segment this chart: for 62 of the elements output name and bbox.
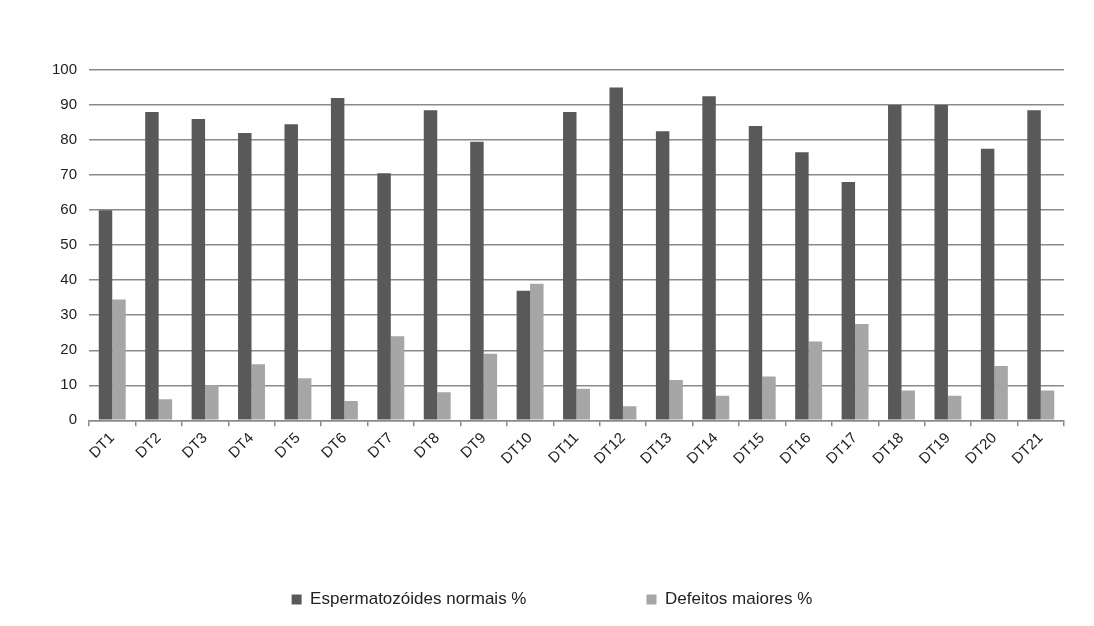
bar <box>795 152 809 420</box>
bar <box>655 131 670 420</box>
bar <box>1027 110 1041 420</box>
bar <box>841 182 856 420</box>
y-tick-label: 70 <box>60 165 78 183</box>
x-tick-label: DT1 <box>85 428 118 461</box>
bar <box>344 401 358 420</box>
bar <box>576 388 590 420</box>
legend-label: Espermatozóides normais % <box>310 589 527 609</box>
y-tick-label: 40 <box>60 270 78 288</box>
bar <box>377 173 391 420</box>
bar <box>205 385 219 420</box>
x-tick-label: DT8 <box>410 428 443 461</box>
y-tick-label: 90 <box>60 95 78 113</box>
bar <box>191 119 206 420</box>
bar <box>423 110 438 420</box>
y-tick-label: 30 <box>60 305 78 323</box>
bar <box>297 378 312 420</box>
y-tick-label: 60 <box>60 200 78 218</box>
x-tick-label: DT3 <box>178 428 211 461</box>
y-tick-label: 50 <box>60 235 78 253</box>
x-tick-label: DT9 <box>456 428 489 461</box>
bar <box>609 87 623 420</box>
bar <box>470 141 484 420</box>
bar <box>994 366 1008 420</box>
bar <box>855 323 869 420</box>
bar <box>530 283 544 420</box>
bar <box>437 392 451 420</box>
bar <box>483 353 498 420</box>
bar <box>563 112 577 420</box>
bar <box>330 98 345 420</box>
bar <box>808 341 823 420</box>
bar <box>238 133 252 420</box>
bar <box>748 126 763 420</box>
bar <box>947 395 962 420</box>
legend-label: Defeitos maiores % <box>664 589 813 609</box>
y-tick-label: 100 <box>52 60 78 78</box>
bar <box>98 210 113 420</box>
bar <box>1040 390 1055 420</box>
y-tick-label: 10 <box>60 375 78 393</box>
bar <box>145 112 159 420</box>
bar <box>980 148 995 420</box>
x-tick-label: DT4 <box>224 428 257 461</box>
bar <box>251 364 265 420</box>
bar <box>390 336 405 420</box>
bar <box>284 124 298 420</box>
bar <box>158 399 173 420</box>
bar <box>934 105 948 420</box>
bar <box>702 96 716 420</box>
bar <box>112 299 126 420</box>
y-tick-label: 20 <box>60 340 78 358</box>
y-tick-label: 0 <box>68 410 78 428</box>
x-tick-label: DT2 <box>131 428 164 461</box>
bar <box>888 105 902 420</box>
x-tick-label: DT6 <box>317 428 350 461</box>
bar <box>715 395 730 420</box>
bar <box>669 380 683 420</box>
bar <box>516 290 531 420</box>
bar <box>762 376 776 420</box>
bar <box>901 390 915 420</box>
bar <box>622 406 637 420</box>
y-tick-label: 80 <box>60 130 78 148</box>
